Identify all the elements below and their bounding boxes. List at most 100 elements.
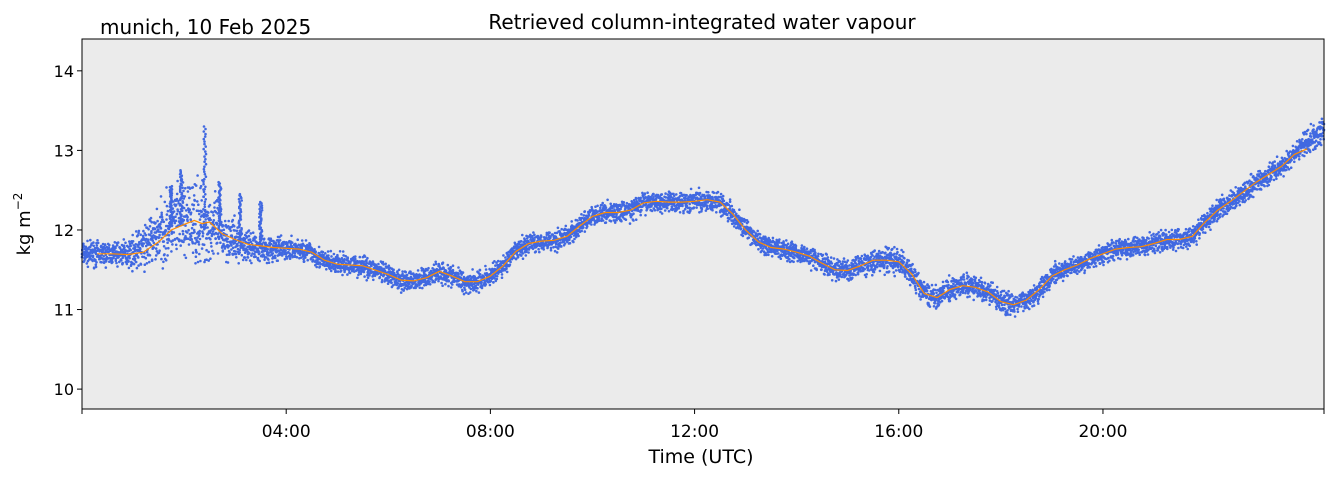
scatter-point bbox=[211, 211, 215, 214]
scatter-point bbox=[114, 245, 117, 249]
scatter-point bbox=[688, 206, 691, 210]
scatter-point bbox=[262, 237, 266, 241]
scatter-point bbox=[940, 299, 944, 303]
scatter-point bbox=[508, 263, 512, 267]
scatter-point bbox=[185, 203, 189, 207]
scatter-point bbox=[401, 270, 404, 273]
scatter-point bbox=[175, 197, 179, 201]
scatter-point bbox=[446, 263, 450, 267]
scatter-point bbox=[182, 206, 186, 210]
scatter-point bbox=[168, 239, 171, 242]
scatter-point bbox=[893, 274, 896, 278]
scatter-point bbox=[95, 261, 98, 264]
scatter-point bbox=[162, 220, 166, 224]
scatter-point bbox=[187, 210, 191, 214]
scatter-point bbox=[380, 273, 383, 277]
scatter-point bbox=[706, 207, 709, 210]
scatter-point bbox=[338, 250, 342, 253]
scatter-point bbox=[196, 236, 199, 239]
scatter-point bbox=[160, 257, 163, 261]
scatter-point bbox=[817, 252, 820, 256]
scatter-point bbox=[711, 208, 714, 212]
scatter-point bbox=[354, 255, 357, 258]
scatter-point bbox=[139, 247, 142, 251]
scatter-point bbox=[707, 191, 710, 194]
scatter-point bbox=[735, 212, 738, 216]
scatter-point bbox=[495, 277, 499, 281]
scatter-point bbox=[572, 240, 575, 244]
scatter-point bbox=[451, 283, 454, 286]
scatter-point bbox=[198, 229, 201, 233]
scatter-point bbox=[695, 206, 698, 209]
scatter-point bbox=[583, 230, 587, 233]
scatter-point bbox=[102, 254, 105, 258]
scatter-point bbox=[646, 191, 649, 194]
scatter-point bbox=[148, 225, 152, 228]
scatter-point bbox=[277, 243, 281, 246]
scatter-point bbox=[336, 270, 340, 273]
scatter-point bbox=[427, 266, 430, 270]
scatter-point bbox=[402, 288, 405, 292]
scatter-point bbox=[195, 251, 198, 254]
scatter-point bbox=[444, 282, 447, 286]
scatter-point bbox=[142, 242, 146, 245]
scatter-point bbox=[484, 264, 487, 268]
scatter-point bbox=[182, 240, 185, 244]
chart-title: Retrieved column-integrated water vapour bbox=[488, 10, 916, 34]
scatter-point bbox=[311, 258, 315, 262]
scatter-point bbox=[184, 224, 187, 227]
scatter-point bbox=[609, 219, 613, 223]
scatter-point bbox=[131, 240, 135, 243]
scatter-point bbox=[326, 250, 330, 253]
scatter-point bbox=[86, 239, 89, 243]
scatter-point bbox=[249, 232, 253, 235]
scatter-point bbox=[188, 196, 191, 200]
scatter-point bbox=[440, 281, 443, 285]
scatter-point bbox=[228, 253, 231, 256]
scatter-point bbox=[428, 272, 432, 275]
scatter-point bbox=[183, 195, 187, 198]
scatter-point bbox=[825, 253, 828, 256]
scatter-point bbox=[284, 249, 287, 253]
scatter-point bbox=[363, 255, 367, 258]
scatter-point bbox=[206, 232, 210, 236]
scatter-point bbox=[365, 279, 369, 282]
scatter-point bbox=[405, 273, 409, 277]
scatter-point bbox=[164, 247, 168, 250]
scatter-point bbox=[253, 252, 256, 256]
scatter-point bbox=[108, 260, 111, 264]
scatter-point bbox=[905, 261, 909, 265]
scatter-point bbox=[747, 236, 750, 239]
scatter-point bbox=[336, 255, 339, 258]
scatter-point bbox=[927, 286, 931, 290]
scatter-point bbox=[601, 201, 604, 205]
scatter-point bbox=[213, 206, 216, 209]
scatter-point bbox=[478, 268, 482, 272]
scatter-point bbox=[922, 280, 926, 284]
scatter-point bbox=[704, 209, 708, 212]
scatter-point bbox=[188, 208, 191, 211]
scatter-point bbox=[568, 241, 572, 245]
scatter-point bbox=[560, 227, 563, 231]
scatter-point bbox=[282, 243, 285, 247]
scatter-point bbox=[895, 255, 898, 259]
scatter-point bbox=[639, 213, 642, 217]
scatter-point bbox=[801, 257, 805, 260]
scatter-point bbox=[461, 289, 464, 293]
scatter-point bbox=[153, 227, 157, 231]
scatter-point bbox=[516, 255, 520, 259]
scatter-point bbox=[908, 283, 912, 287]
scatter-point bbox=[932, 292, 935, 296]
scatter-point bbox=[157, 230, 160, 233]
scatter-point bbox=[213, 190, 217, 193]
scatter-point bbox=[189, 211, 193, 214]
scatter-point bbox=[208, 203, 212, 207]
scatter-point bbox=[193, 236, 197, 240]
scatter-point bbox=[96, 239, 99, 242]
scatter-point bbox=[359, 272, 363, 276]
scatter-point bbox=[442, 266, 446, 270]
scatter-point bbox=[83, 259, 86, 262]
location-label: munich, 10 Feb 2025 bbox=[100, 15, 311, 39]
scatter-point bbox=[164, 229, 168, 232]
scatter-point bbox=[599, 206, 602, 210]
